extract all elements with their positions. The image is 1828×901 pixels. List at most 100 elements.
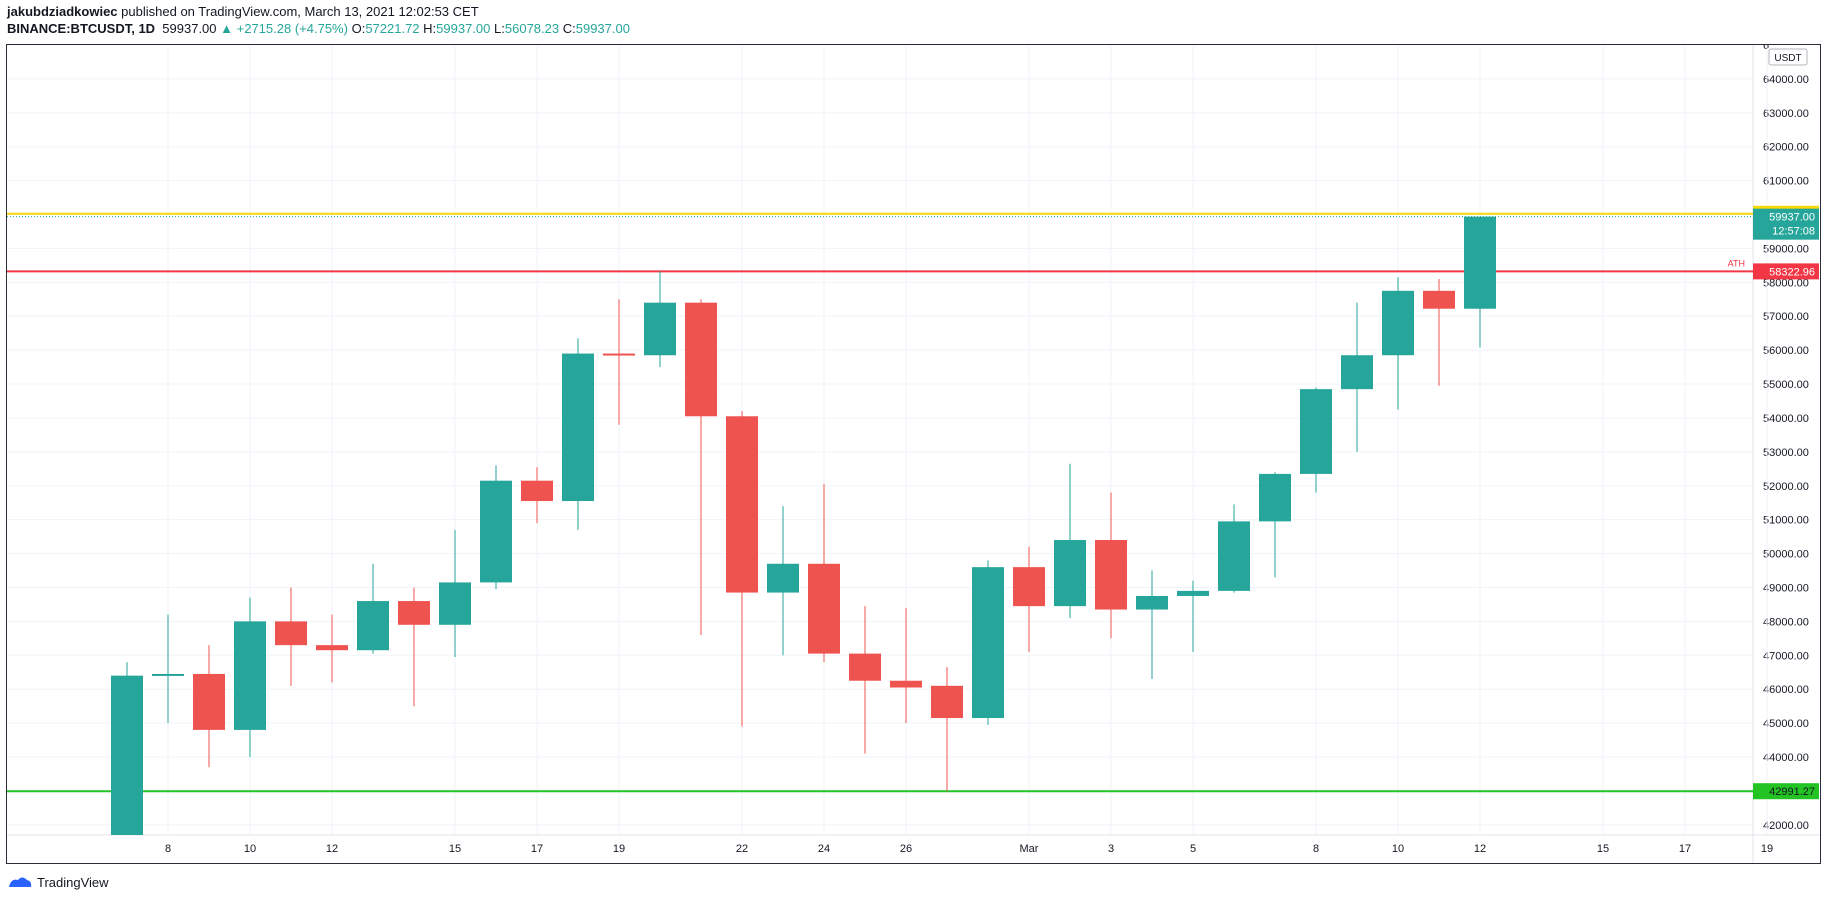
- low-value: 56078.23: [504, 21, 560, 36]
- x-tick-label: 8: [1313, 843, 1319, 855]
- y-tick-label: 58000.00: [1763, 277, 1809, 289]
- footer: TradingView: [7, 874, 109, 890]
- publish-info: published on TradingView.com, March 13, …: [121, 4, 479, 19]
- close-label: C:: [562, 21, 576, 36]
- x-tick-label: Mar: [1020, 843, 1039, 855]
- y-tick-label: 49000.00: [1763, 582, 1809, 594]
- level-label-bg: [1753, 263, 1819, 280]
- candle-body[interactable]: [644, 302, 676, 356]
- candle-body[interactable]: [931, 685, 963, 719]
- last-price-label: 59937.00: [1769, 212, 1815, 224]
- candle-body[interactable]: [1259, 473, 1291, 522]
- candle-body[interactable]: [890, 680, 922, 688]
- candle-body[interactable]: [152, 673, 184, 676]
- candle-body[interactable]: [972, 567, 1004, 719]
- open-label: O:: [351, 21, 366, 36]
- candle-body[interactable]: [1464, 216, 1496, 309]
- candle-body[interactable]: [603, 353, 635, 356]
- y-tick-label: 63000.00: [1763, 108, 1809, 120]
- y-tick-label: 57000.00: [1763, 311, 1809, 323]
- close-value: 59937.00: [575, 21, 630, 36]
- candle-body[interactable]: [849, 653, 881, 681]
- y-tick-label: 44000.00: [1763, 752, 1809, 764]
- level-label-ath: 58322.96: [1769, 266, 1815, 278]
- candle-body[interactable]: [562, 353, 594, 502]
- candle-body[interactable]: [111, 675, 143, 835]
- high-label: H:: [423, 21, 437, 36]
- candle-body[interactable]: [726, 416, 758, 593]
- candle-body[interactable]: [357, 601, 389, 651]
- candle-body[interactable]: [275, 621, 307, 646]
- x-tick-label: 8: [165, 843, 171, 855]
- author-name[interactable]: jakubdziadkowiec: [7, 4, 118, 19]
- y-tick-label: 42000.00: [1763, 820, 1809, 832]
- y-tick-label: 56000.00: [1763, 345, 1809, 357]
- candle-body[interactable]: [1218, 521, 1250, 591]
- y-tick-label: 54000.00: [1763, 413, 1809, 425]
- currency-badge-label: USDT: [1774, 53, 1801, 64]
- price-change: ▲ +2715.28 (+4.75%): [220, 21, 348, 36]
- candle-body[interactable]: [767, 563, 799, 593]
- x-tick-label: 24: [818, 843, 830, 855]
- last-price-label-bg: [1753, 208, 1819, 240]
- candlestick-chart[interactable]: 42000.0043000.0044000.0045000.0046000.00…: [7, 45, 1820, 863]
- candle-body[interactable]: [1382, 290, 1414, 356]
- x-tick-label: 12: [1474, 843, 1486, 855]
- x-tick-label: 17: [1679, 843, 1691, 855]
- candle-body[interactable]: [1177, 590, 1209, 596]
- x-tick-label: 10: [244, 843, 256, 855]
- y-tick-label: 61000.00: [1763, 176, 1809, 188]
- candle-body[interactable]: [521, 480, 553, 502]
- x-tick-label: 15: [449, 843, 461, 855]
- candle-body[interactable]: [685, 302, 717, 417]
- plot-area[interactable]: [7, 45, 1753, 835]
- y-tick-label: 50000.00: [1763, 549, 1809, 561]
- y-tick-label: 47000.00: [1763, 650, 1809, 662]
- countdown-label: 12:57:08: [1772, 226, 1815, 238]
- y-tick-label: 64000.00: [1763, 74, 1809, 86]
- x-tick-label: 22: [736, 843, 748, 855]
- publish-line: jakubdziadkowiec published on TradingVie…: [7, 4, 479, 19]
- y-tick-label: 55000.00: [1763, 379, 1809, 391]
- level-label-bg: [1753, 783, 1819, 800]
- x-tick-label: 10: [1392, 843, 1404, 855]
- high-value: 59937.00: [436, 21, 491, 36]
- footer-brand[interactable]: TradingView: [37, 874, 109, 890]
- candle-body[interactable]: [480, 480, 512, 583]
- tradingview-logo-icon: [9, 877, 32, 887]
- y-tick-label: 53000.00: [1763, 447, 1809, 459]
- candle-body[interactable]: [316, 645, 348, 651]
- low-label: L:: [494, 21, 505, 36]
- candle-body[interactable]: [1423, 290, 1455, 309]
- y-tick-label: 62000.00: [1763, 142, 1809, 154]
- level-label-green: 42991.27: [1769, 786, 1815, 798]
- x-tick-label: 19: [1761, 843, 1773, 855]
- x-tick-label: 12: [326, 843, 338, 855]
- candle-body[interactable]: [193, 673, 225, 730]
- x-tick-label: 26: [900, 843, 912, 855]
- y-tick-label: 51000.00: [1763, 515, 1809, 527]
- candle-body[interactable]: [398, 601, 430, 625]
- y-tick-label: 6: [1763, 45, 1769, 52]
- candle-body[interactable]: [1300, 389, 1332, 474]
- y-tick-label: 45000.00: [1763, 718, 1809, 730]
- symbol-name: BINANCE:BTCUSDT, 1D: [7, 21, 156, 36]
- open-value: 57221.72: [365, 21, 420, 36]
- x-tick-label: 15: [1597, 843, 1609, 855]
- chart-frame[interactable]: 42000.0043000.0044000.0045000.0046000.00…: [6, 44, 1821, 864]
- ath-tag: ATH: [1728, 258, 1745, 268]
- candle-body[interactable]: [1095, 540, 1127, 610]
- symbol-legend: BINANCE:BTCUSDT, 1D 59937.00 ▲ +2715.28 …: [7, 21, 630, 36]
- x-tick-label: 17: [531, 843, 543, 855]
- currency-badge[interactable]: [1768, 48, 1808, 66]
- candle-body[interactable]: [1136, 595, 1168, 610]
- candle-body[interactable]: [808, 563, 840, 654]
- candle-body[interactable]: [1341, 355, 1373, 390]
- candle-body[interactable]: [1013, 567, 1045, 607]
- y-tick-label: 46000.00: [1763, 684, 1809, 696]
- y-tick-label: 59000.00: [1763, 243, 1809, 255]
- last-price: 59937.00: [162, 21, 217, 36]
- candle-body[interactable]: [439, 582, 471, 625]
- candle-body[interactable]: [1054, 540, 1086, 607]
- candle-body[interactable]: [234, 621, 266, 730]
